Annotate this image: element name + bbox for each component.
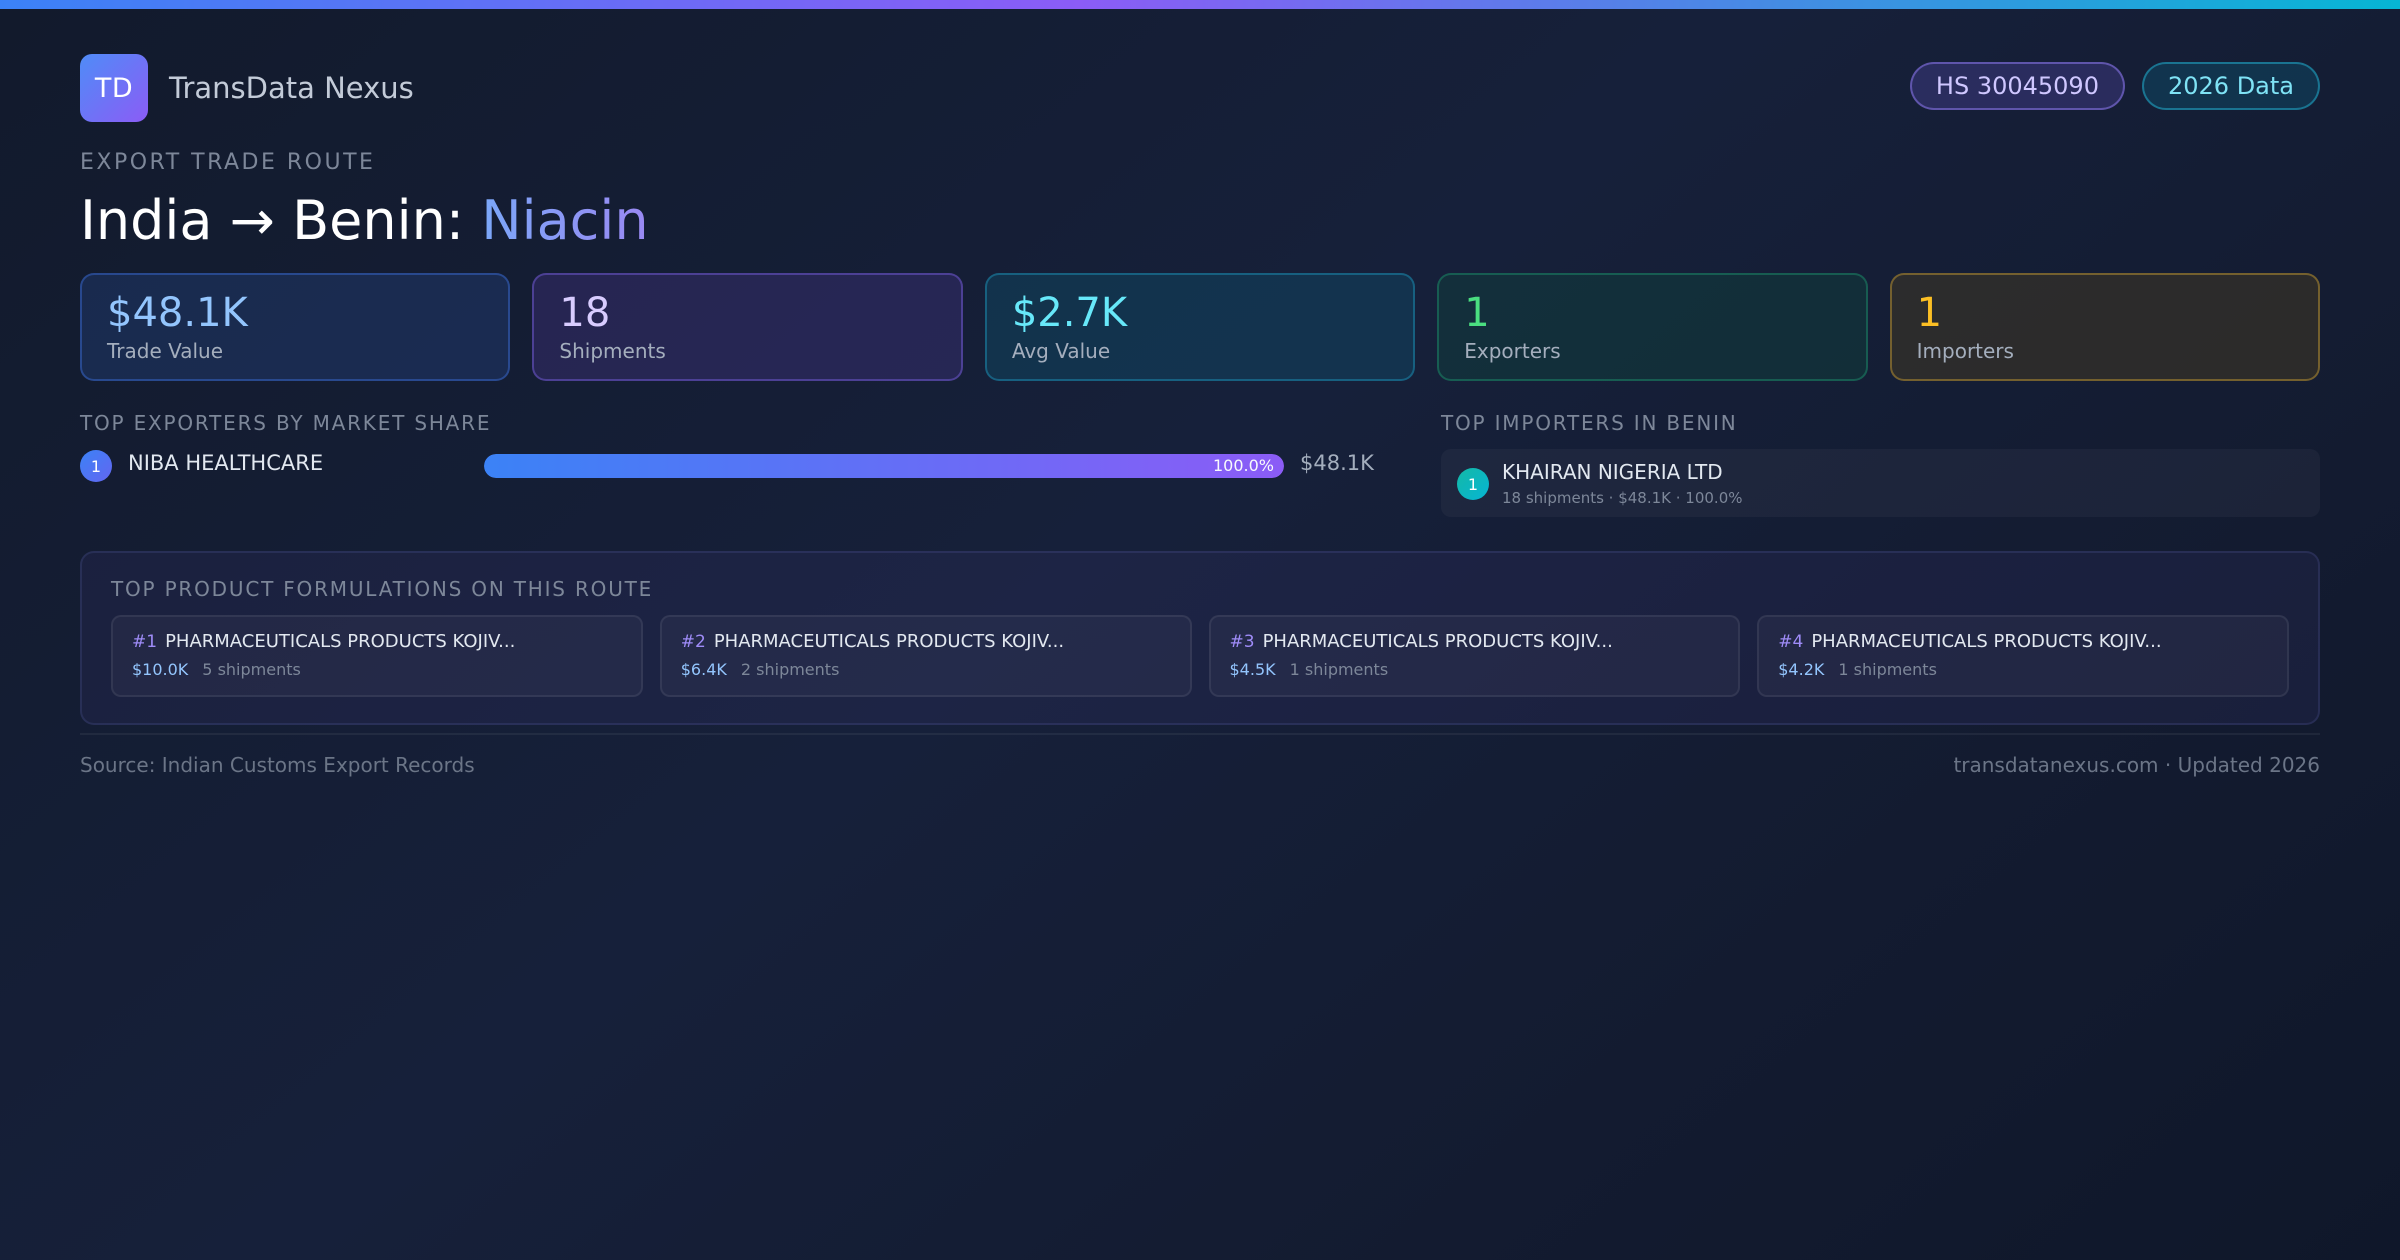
- exporters-section: TOP EXPORTERS BY MARKET SHARE 1 NIBA HEA…: [80, 411, 1374, 483]
- product-value: $4.5K: [1229, 660, 1276, 679]
- stat-card-trade-value: $48.1K Trade Value: [80, 273, 511, 381]
- stat-value: $48.1K: [107, 290, 248, 336]
- stat-card-shipments: 18 Shipments: [532, 273, 963, 381]
- product-card[interactable]: #3 PHARMACEUTICALS PRODUCTS KOJIV... $4.5…: [1208, 615, 1741, 697]
- market-share-percent: 100.0%: [1212, 456, 1274, 475]
- product-heading: #1 PHARMACEUTICALS PRODUCTS KOJIV...: [132, 631, 622, 652]
- product-card[interactable]: #4 PHARMACEUTICALS PRODUCTS KOJIV... $4.2…: [1757, 615, 2289, 697]
- stat-label: Avg Value: [1011, 339, 1111, 363]
- stat-label: Shipments: [559, 339, 666, 363]
- importer-rank: 1: [1457, 468, 1489, 500]
- product-heading: #3 PHARMACEUTICALS PRODUCTS KOJIV...: [1230, 631, 1720, 652]
- stat-value: 18: [559, 290, 611, 336]
- hs-code-badge: HS 30045090: [1909, 62, 2125, 110]
- exporter-name: NIBA HEALTHCARE: [128, 451, 324, 475]
- importers-section-title: TOP IMPORTERS IN BENIN: [1441, 411, 1738, 435]
- header: TD TransData Nexus HS 30045090 2026 Data: [80, 9, 2320, 159]
- product-rank: #2: [680, 632, 706, 652]
- badge-group: HS 30045090 2026 Data: [1909, 62, 2320, 110]
- data-year-badge: 2026 Data: [2141, 62, 2320, 110]
- top-accent-strip: [0, 0, 2400, 9]
- brand-name: TransData Nexus: [169, 71, 414, 105]
- product-heading: #4 PHARMACEUTICALS PRODUCTS KOJIV...: [1778, 631, 2268, 652]
- stat-label: Importers: [1916, 339, 2014, 363]
- exporter-rank: 1: [80, 450, 112, 482]
- stat-card-avg-value: $2.7K Avg Value: [984, 273, 1416, 381]
- stat-card-importers: 1 Importers: [1889, 273, 2321, 381]
- market-share-bar: 100.0%: [484, 454, 1284, 478]
- product-meta: $4.2K 1 shipments: [1778, 660, 2268, 679]
- products-section-title: TOP PRODUCT FORMULATIONS ON THIS ROUTE: [111, 577, 654, 601]
- importers-section: TOP IMPORTERS IN BENIN 1 KHAIRAN NIGERIA…: [1441, 411, 2320, 517]
- brand[interactable]: TD TransData Nexus: [80, 54, 414, 122]
- product-rank: #1: [132, 632, 158, 652]
- product-grid: #1 PHARMACEUTICALS PRODUCTS KOJIV... $10.…: [111, 615, 2289, 697]
- product-rank: #3: [1229, 632, 1255, 652]
- product-name: PHARMACEUTICALS PRODUCTS KOJIV...: [1262, 631, 1613, 652]
- stat-card-exporters: 1 Exporters: [1437, 273, 1868, 381]
- product-shipments: 5 shipments: [202, 660, 301, 679]
- route-eyebrow: EXPORT TRADE ROUTE: [80, 150, 376, 175]
- importer-card[interactable]: 1 KHAIRAN NIGERIA LTD 18 shipments · $48…: [1441, 449, 2320, 517]
- product-shipments: 1 shipments: [1289, 660, 1389, 679]
- logo: TD: [80, 54, 148, 122]
- footer-site[interactable]: transdatanexus.com · Updated 2026: [1953, 753, 2320, 777]
- product-shipments: 1 shipments: [1838, 660, 1937, 679]
- product-name: PHARMACEUTICALS PRODUCTS KOJIV...: [1811, 631, 2162, 652]
- product-value: $6.4K: [680, 660, 727, 679]
- exporter-value: $48.1K: [1300, 451, 1374, 475]
- product-rank: #4: [1778, 632, 1804, 652]
- product-name: PHARMACEUTICALS PRODUCTS KOJIV...: [713, 631, 1065, 652]
- exporter-row[interactable]: 1 NIBA HEALTHCARE 100.0% $48.1K: [80, 449, 1374, 483]
- stat-value: 1: [1464, 290, 1490, 336]
- product-meta: $6.4K 2 shipments: [681, 660, 1171, 679]
- market-share-fill: 100.0%: [484, 454, 1284, 478]
- stat-value: 1: [1916, 290, 1943, 336]
- stat-label: Exporters: [1464, 339, 1561, 363]
- product-name: PHARMACEUTICALS PRODUCTS KOJIV...: [165, 631, 516, 652]
- footer-source: Source: Indian Customs Export Records: [80, 753, 475, 777]
- product-card[interactable]: #1 PHARMACEUTICALS PRODUCTS KOJIV... $10.…: [111, 615, 643, 697]
- product-shipments: 2 shipments: [740, 660, 840, 679]
- product-value: $4.2K: [1778, 660, 1825, 679]
- footer-divider: [80, 733, 2320, 735]
- product-card[interactable]: #2 PHARMACEUTICALS PRODUCTS KOJIV... $6.4…: [659, 615, 1192, 697]
- stat-value: $2.7K: [1011, 290, 1128, 336]
- product-formulations-panel: TOP PRODUCT FORMULATIONS ON THIS ROUTE #…: [80, 551, 2320, 725]
- route-product-name: Niacin: [481, 189, 649, 252]
- page-container: TD TransData Nexus HS 30045090 2026 Data…: [80, 9, 2321, 777]
- product-meta: $10.0K 5 shipments: [132, 660, 622, 679]
- route-title-prefix: India → Benin:: [80, 189, 482, 252]
- stats-row: $48.1K Trade Value 18 Shipments $2.7K Av…: [80, 273, 2321, 381]
- product-meta: $4.5K 1 shipments: [1230, 660, 1720, 679]
- page-title: India → Benin: Niacin: [80, 189, 649, 252]
- importer-name: KHAIRAN NIGERIA LTD: [1502, 460, 1723, 484]
- importer-meta: 18 shipments · $48.1K · 100.0%: [1502, 489, 1743, 507]
- stat-label: Trade Value: [107, 339, 224, 363]
- product-heading: #2 PHARMACEUTICALS PRODUCTS KOJIV...: [681, 631, 1171, 652]
- exporters-section-title: TOP EXPORTERS BY MARKET SHARE: [80, 411, 492, 435]
- product-value: $10.0K: [132, 660, 189, 679]
